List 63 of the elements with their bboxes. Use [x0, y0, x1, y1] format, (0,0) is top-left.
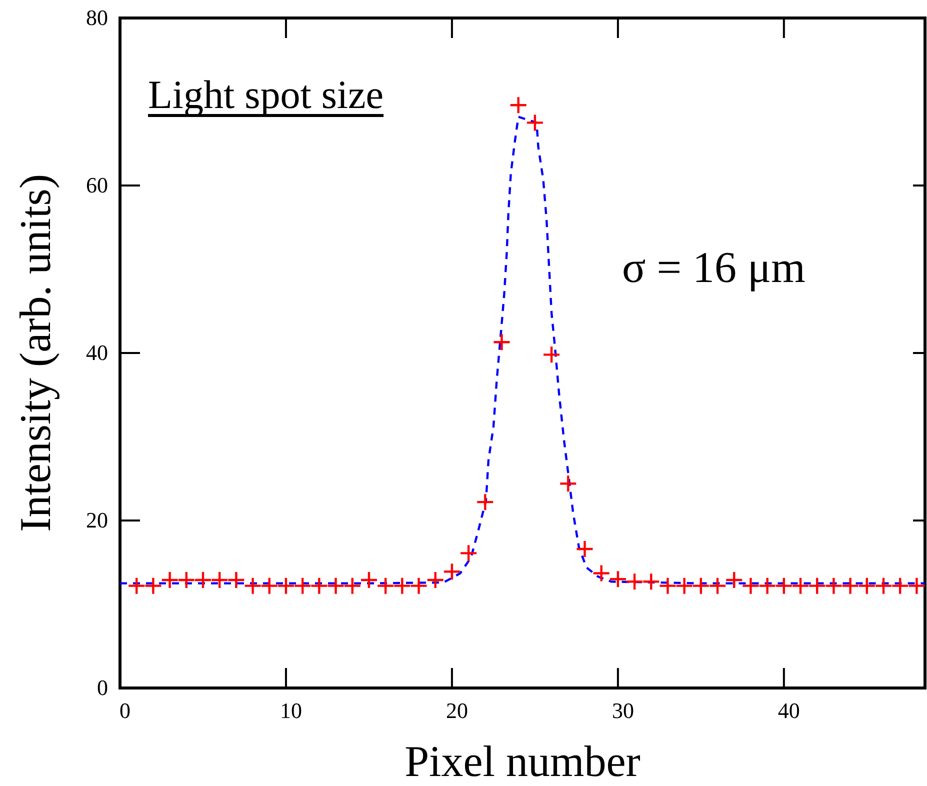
point	[442, 562, 462, 581]
point	[177, 570, 196, 590]
x-tick-label: 0	[120, 698, 130, 723]
point	[824, 576, 843, 595]
y-tick-label: 80	[86, 5, 108, 30]
point	[841, 576, 860, 595]
point	[160, 570, 179, 590]
point	[692, 576, 710, 595]
point	[260, 576, 278, 595]
x-tick-label: 40	[778, 698, 800, 723]
point	[393, 576, 412, 595]
point	[426, 570, 444, 590]
point	[128, 576, 146, 595]
x-tick-label: 30	[612, 698, 634, 723]
point	[410, 576, 428, 595]
point	[642, 572, 660, 591]
y-tick-label: 0	[97, 675, 108, 700]
point	[526, 114, 544, 132]
point	[592, 564, 610, 582]
y-axis-title: Intensity (arb. units)	[11, 174, 60, 532]
x-tick-label: 20	[446, 698, 468, 723]
point	[559, 474, 578, 493]
point	[774, 576, 794, 595]
point	[725, 570, 744, 590]
point	[542, 346, 561, 364]
point	[210, 570, 229, 590]
point	[244, 576, 262, 595]
point	[492, 333, 511, 352]
point	[310, 576, 328, 595]
point	[708, 576, 727, 595]
point	[144, 576, 162, 595]
point	[459, 544, 478, 562]
point	[576, 540, 594, 558]
y-tick-label: 60	[86, 172, 108, 198]
point	[376, 576, 395, 595]
point	[908, 576, 926, 595]
point	[675, 576, 694, 595]
point	[742, 576, 760, 595]
point	[293, 576, 312, 595]
text: Light spot size	[148, 72, 384, 117]
point	[194, 570, 212, 590]
point	[791, 576, 810, 595]
point	[874, 576, 893, 595]
point	[808, 576, 826, 595]
point	[326, 576, 345, 595]
y-tick-label: 20	[86, 508, 108, 532]
x-tick-label: 10	[280, 698, 302, 723]
x-axis-title: Pixel number	[404, 737, 641, 786]
line-series	[118, 116, 926, 584]
point	[276, 576, 296, 595]
point	[476, 492, 494, 512]
point	[343, 576, 362, 595]
point	[509, 96, 528, 114]
point	[227, 570, 246, 590]
point	[625, 572, 644, 591]
point	[360, 570, 378, 590]
point	[608, 570, 628, 588]
point	[891, 576, 910, 595]
y-tick-label: 40	[86, 340, 108, 365]
point	[758, 576, 776, 595]
point	[858, 576, 876, 595]
point	[658, 576, 677, 595]
annotation: σ = 16 μm	[622, 243, 806, 292]
